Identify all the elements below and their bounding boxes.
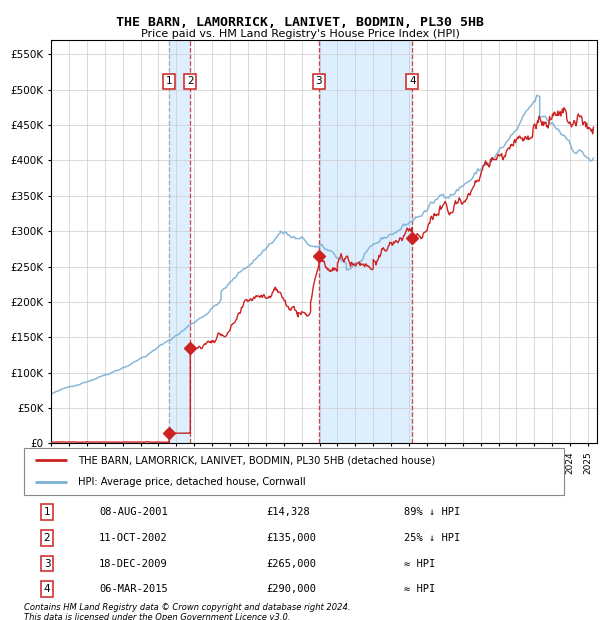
Text: £135,000: £135,000 [266, 533, 316, 542]
Text: HPI: Average price, detached house, Cornwall: HPI: Average price, detached house, Corn… [78, 477, 305, 487]
Text: 89% ↓ HPI: 89% ↓ HPI [404, 507, 460, 517]
Text: 3: 3 [316, 76, 322, 86]
Text: 1: 1 [44, 507, 50, 517]
Text: 06-MAR-2015: 06-MAR-2015 [99, 584, 167, 595]
FancyBboxPatch shape [24, 448, 564, 495]
Text: 08-AUG-2001: 08-AUG-2001 [99, 507, 167, 517]
Text: This data is licensed under the Open Government Licence v3.0.: This data is licensed under the Open Gov… [24, 613, 290, 620]
Text: THE BARN, LAMORRICK, LANIVET, BODMIN, PL30 5HB: THE BARN, LAMORRICK, LANIVET, BODMIN, PL… [116, 16, 484, 29]
Text: 4: 4 [44, 584, 50, 595]
Text: Price paid vs. HM Land Registry's House Price Index (HPI): Price paid vs. HM Land Registry's House … [140, 29, 460, 39]
Text: £14,328: £14,328 [266, 507, 310, 517]
Text: ≈ HPI: ≈ HPI [404, 584, 436, 595]
Bar [319, 40, 412, 443]
Text: 1: 1 [166, 76, 172, 86]
Text: Contains HM Land Registry data © Crown copyright and database right 2024.: Contains HM Land Registry data © Crown c… [24, 603, 350, 612]
Text: 11-OCT-2002: 11-OCT-2002 [99, 533, 167, 542]
Text: THE BARN, LAMORRICK, LANIVET, BODMIN, PL30 5HB (detached house): THE BARN, LAMORRICK, LANIVET, BODMIN, PL… [78, 455, 435, 466]
Text: 25% ↓ HPI: 25% ↓ HPI [404, 533, 460, 542]
Text: £265,000: £265,000 [266, 559, 316, 569]
Text: 18-DEC-2009: 18-DEC-2009 [99, 559, 167, 569]
Text: 3: 3 [44, 559, 50, 569]
Text: 4: 4 [409, 76, 416, 86]
Text: 2: 2 [187, 76, 194, 86]
Bar [169, 40, 190, 443]
Text: ≈ HPI: ≈ HPI [404, 559, 436, 569]
Text: 2: 2 [44, 533, 50, 542]
Text: £290,000: £290,000 [266, 584, 316, 595]
